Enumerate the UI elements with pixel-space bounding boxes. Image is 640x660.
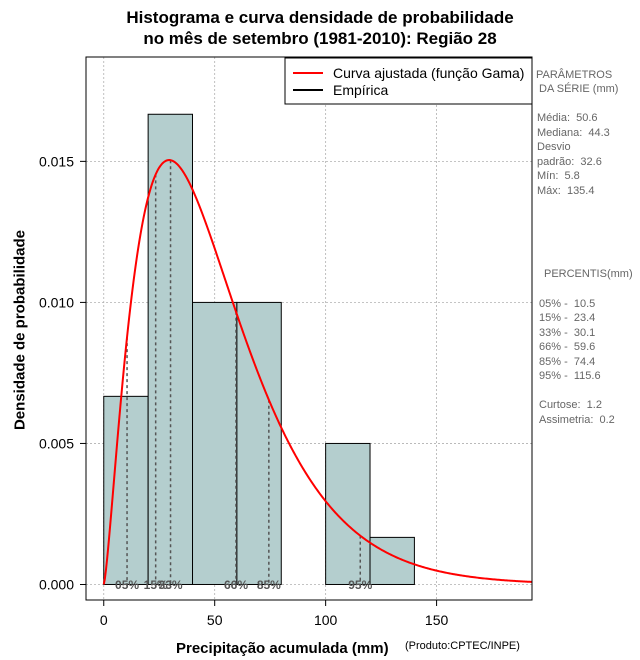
percentis-header: PERCENTIS(mm) — [544, 268, 633, 280]
y-tick-label-0: 0.000 — [39, 576, 74, 592]
percentile-label-2: 33% — [159, 578, 183, 592]
legend-label-empirical: Empírica — [333, 82, 388, 98]
gamma-curve — [102, 159, 533, 585]
percentile-label-1: 15% — [144, 578, 168, 592]
histogram-bar-3 — [236, 301, 282, 585]
y-tick-label-1: 0.005 — [39, 435, 74, 451]
stat-p66: 66% - 59.6 — [539, 341, 596, 353]
stat-curtose: Curtose: 1.2 — [539, 399, 602, 411]
stat-p33: 33% - 30.1 — [539, 327, 596, 339]
histogram-bar-0 — [103, 395, 149, 585]
legend-label-fit: Curva ajustada (função Gama) — [333, 65, 524, 81]
stat-p05: 05% - 10.5 — [539, 298, 596, 310]
percentile-label-3: 66% — [224, 578, 248, 592]
plot-frame — [85, 56, 533, 601]
percentile-label-5: 95% — [348, 578, 372, 592]
chart-title-line2: no mês de setembro (1981-2010): Região 2… — [143, 29, 497, 48]
x-tick-label-3: 150 — [425, 612, 449, 628]
product-credit: (Produto:CPTEC/INPE) — [405, 640, 520, 652]
stat-desvio-label: Desvio — [537, 141, 571, 153]
y-tick-label-3: 0.015 — [39, 153, 74, 169]
y-axis-label: Densidade de probabilidade — [11, 229, 29, 431]
x-tick-label-1: 50 — [207, 612, 223, 628]
y-tick-label-2: 0.010 — [39, 294, 74, 310]
params-header2: DA SÉRIE (mm) — [539, 83, 619, 95]
chart-title-line1: Histograma e curva densidade de probabil… — [126, 8, 514, 27]
legend: Curva ajustada (função Gama) Empírica — [284, 57, 533, 105]
x-tick-label-2: 100 — [314, 612, 338, 628]
x-axis-label: Precipitação acumulada (mm) — [176, 640, 389, 657]
stat-p85: 85% - 74.4 — [539, 356, 596, 368]
percentile-label-4: 85% — [257, 578, 281, 592]
histogram-bar-5 — [325, 442, 371, 585]
stat-max: Máx: 135.4 — [537, 185, 595, 197]
stat-assimetria: Assimetria: 0.2 — [539, 414, 615, 426]
x-tick-label-0: 0 — [100, 612, 108, 628]
stat-desvio: padrão: 32.6 — [537, 156, 602, 168]
legend-box — [284, 57, 533, 105]
stat-p15: 15% - 23.4 — [539, 312, 596, 324]
stat-mediana: Mediana: 44.3 — [537, 127, 610, 139]
stat-media: Média: 50.6 — [537, 112, 598, 124]
histogram-bar-2 — [192, 301, 238, 585]
params-header1: PARÂMETROS — [536, 69, 613, 81]
percentile-label-0: 05% — [115, 578, 139, 592]
stat-min: Mín: 5.8 — [537, 170, 580, 182]
stat-p95: 95% - 115.6 — [539, 370, 601, 382]
